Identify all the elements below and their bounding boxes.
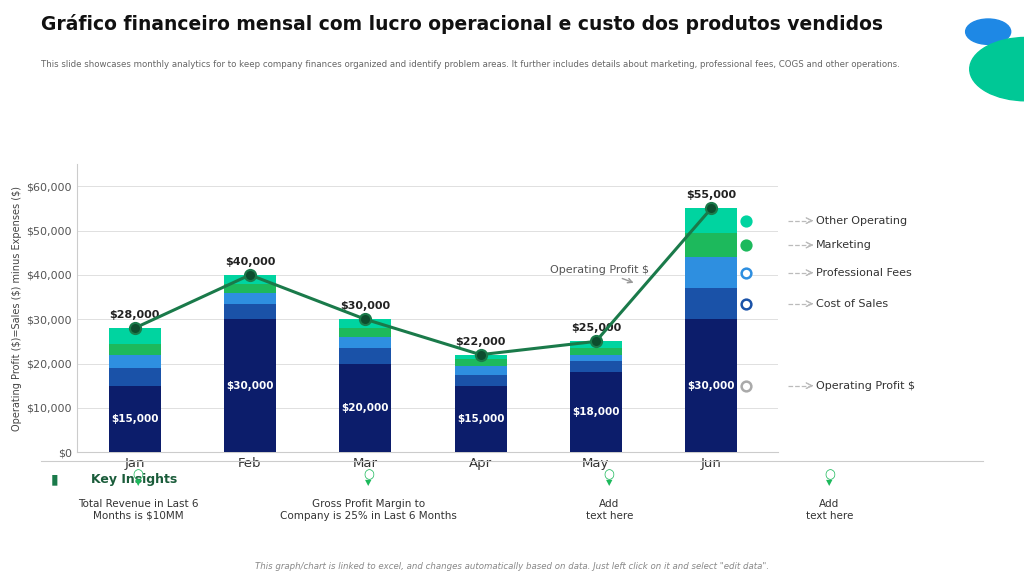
Bar <box>570 348 622 355</box>
Text: $18,000: $18,000 <box>572 407 620 417</box>
Text: Key Insights: Key Insights <box>91 473 177 486</box>
Text: This graph/chart is linked to excel, and changes automatically based on data. Ju: This graph/chart is linked to excel, and… <box>255 562 769 571</box>
Text: $30,000: $30,000 <box>687 381 735 391</box>
Text: Professional Fees: Professional Fees <box>816 268 912 278</box>
Text: This slide showcases monthly analytics for to keep company finances organized an: This slide showcases monthly analytics f… <box>41 60 900 70</box>
Text: $30,000: $30,000 <box>340 301 390 311</box>
Bar <box>109 368 161 386</box>
Text: ○: ○ <box>604 469 614 482</box>
Text: ▮: ▮ <box>50 472 58 487</box>
Text: ▼: ▼ <box>606 478 612 487</box>
Bar <box>570 373 622 452</box>
Text: Cost of Sales: Cost of Sales <box>816 299 888 309</box>
Bar <box>224 293 275 304</box>
Text: Add
text here: Add text here <box>586 499 633 521</box>
Text: Total Revenue in Last 6
Months is $10MM: Total Revenue in Last 6 Months is $10MM <box>78 499 199 521</box>
Text: $22,000: $22,000 <box>456 337 506 347</box>
Text: ▼: ▼ <box>135 478 141 487</box>
Bar <box>570 361 622 373</box>
Text: $30,000: $30,000 <box>226 381 273 391</box>
Bar <box>339 319 391 328</box>
Text: $40,000: $40,000 <box>224 257 275 267</box>
Bar <box>339 337 391 348</box>
Bar <box>224 275 275 284</box>
Bar <box>339 363 391 452</box>
Text: $20,000: $20,000 <box>341 403 389 413</box>
Text: Gross Profit Margin to
Company is 25% in Last 6 Months: Gross Profit Margin to Company is 25% in… <box>281 499 457 521</box>
Text: $15,000: $15,000 <box>111 414 159 424</box>
Bar <box>224 319 275 452</box>
Bar <box>570 355 622 361</box>
Text: Add
text here: Add text here <box>806 499 853 521</box>
Text: ○: ○ <box>133 469 143 482</box>
Text: ▼: ▼ <box>366 478 372 487</box>
Bar <box>685 257 737 288</box>
Text: Operating Profit $: Operating Profit $ <box>816 381 915 391</box>
Bar <box>455 359 507 366</box>
Bar <box>224 304 275 319</box>
Text: ○: ○ <box>364 469 374 482</box>
Text: ▼: ▼ <box>826 478 833 487</box>
Bar <box>455 366 507 374</box>
Bar <box>685 233 737 257</box>
Bar <box>685 319 737 452</box>
Y-axis label: Operating Profit ($)=Sales ($) minus Expenses ($): Operating Profit ($)=Sales ($) minus Exp… <box>12 185 23 431</box>
Bar <box>570 342 622 348</box>
Text: $25,000: $25,000 <box>570 323 621 334</box>
Text: $15,000: $15,000 <box>457 414 504 424</box>
Bar <box>109 328 161 344</box>
Bar <box>455 355 507 359</box>
Bar <box>455 374 507 386</box>
Bar <box>109 355 161 368</box>
Text: Marketing: Marketing <box>816 240 872 250</box>
Text: Gráfico financeiro mensal com lucro operacional e custo dos produtos vendidos: Gráfico financeiro mensal com lucro oper… <box>41 14 883 35</box>
Text: $55,000: $55,000 <box>686 191 736 200</box>
Bar <box>109 344 161 355</box>
Bar <box>685 209 737 233</box>
Bar <box>455 386 507 452</box>
Bar <box>685 288 737 319</box>
Text: ○: ○ <box>824 469 835 482</box>
Text: Other Operating: Other Operating <box>816 215 907 226</box>
Bar <box>339 348 391 363</box>
Bar <box>109 386 161 452</box>
Bar <box>224 284 275 293</box>
Text: $28,000: $28,000 <box>110 310 160 320</box>
Bar <box>339 328 391 337</box>
Text: Operating Profit $: Operating Profit $ <box>550 265 649 283</box>
